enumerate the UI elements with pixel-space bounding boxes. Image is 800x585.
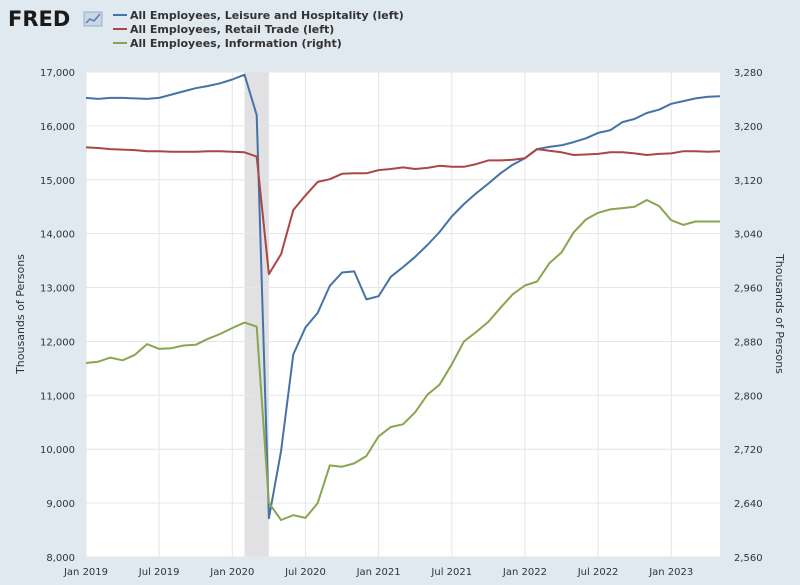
x-axis-ticks: Jan 2019 Jul 2019 Jan 2020 Jul 2020 Jan 2021… [63, 567, 693, 578]
left-tick-label: 16,000 [40, 122, 75, 133]
x-tick-label: Jan 2019 [63, 567, 108, 578]
series-lines [85, 73, 721, 521]
chart-legend: All Employees, Leisure and Hospitality (… [113, 9, 404, 50]
x-tick-label: Jan 2022 [502, 567, 547, 578]
series-line-1 [85, 73, 721, 520]
left-tick-label: 17,000 [40, 68, 75, 79]
x-tick-label: Jul 2021 [430, 567, 472, 578]
x-tick-label: Jan 2023 [648, 567, 693, 578]
right-tick-label: 2,800 [734, 391, 763, 402]
right-axis-ticks: 2,560 2,640 2,720 2,800 2,880 2,960 3,040 3,120… [734, 68, 763, 564]
legend-entry: All Employees, Information (right) [130, 37, 342, 50]
fred-logo-text: FRED [8, 7, 70, 31]
left-tick-label: 11,000 [40, 391, 75, 402]
x-tick-label: Jan 2021 [356, 567, 401, 578]
left-tick-label: 14,000 [40, 230, 75, 241]
fred-logo-graph-icon [83, 11, 103, 27]
plot-area [86, 72, 720, 557]
legend-entry: All Employees, Retail Trade (left) [130, 23, 334, 36]
right-tick-label: 3,280 [734, 68, 763, 79]
left-tick-label: 15,000 [40, 176, 75, 187]
x-tick-label: Jan 2020 [209, 567, 254, 578]
grid-lines [85, 71, 720, 558]
x-tick-label: Jul 2019 [138, 567, 180, 578]
series-line-3 [85, 199, 720, 521]
right-tick-label: 2,640 [734, 499, 763, 510]
right-tick-label: 3,200 [734, 122, 763, 133]
series-line-2 [85, 146, 721, 276]
right-axis-title: Thousands of Persons [773, 253, 786, 374]
left-tick-label: 13,000 [40, 284, 75, 295]
left-axis-title: Thousands of Persons [14, 254, 27, 375]
x-tick-label: Jul 2020 [284, 567, 326, 578]
x-tick-label: Jul 2022 [577, 567, 619, 578]
fred-logo: FRED [8, 7, 103, 31]
left-tick-label: 12,000 [40, 337, 75, 348]
left-tick-label: 9,000 [46, 499, 75, 510]
left-tick-label: 10,000 [40, 445, 75, 456]
left-axis-ticks: 8,000 9,000 10,000 11,000 12,000 13,000 14,000… [40, 68, 75, 564]
right-tick-label: 2,880 [734, 337, 763, 348]
right-tick-label: 3,120 [734, 176, 763, 187]
right-tick-label: 2,560 [734, 553, 763, 564]
right-tick-label: 2,960 [734, 284, 763, 295]
left-tick-label: 8,000 [46, 553, 75, 564]
right-tick-label: 2,720 [734, 445, 763, 456]
legend-entry: All Employees, Leisure and Hospitality (… [130, 9, 404, 22]
right-tick-label: 3,040 [734, 230, 763, 241]
